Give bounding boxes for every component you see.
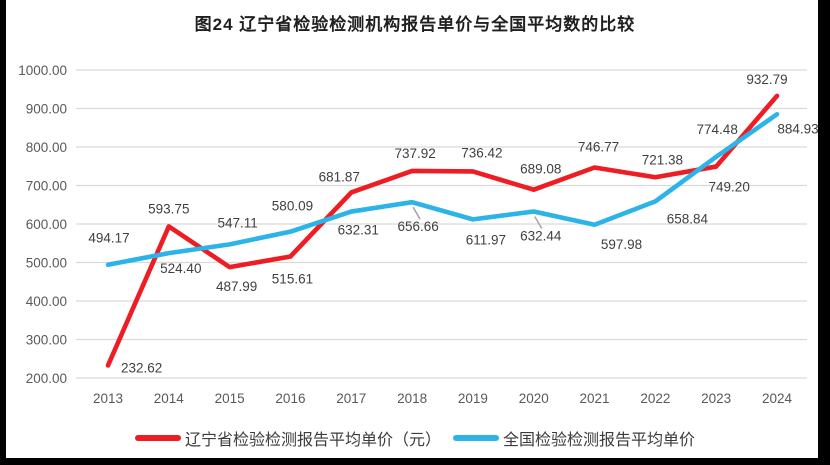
x-axis-tick-label: 2019 bbox=[458, 391, 488, 406]
data-label-series-0: 746.77 bbox=[578, 139, 619, 154]
legend-swatch-national bbox=[453, 435, 499, 441]
y-axis-tick-label: 200.00 bbox=[26, 371, 67, 386]
y-axis-tick-label: 400.00 bbox=[26, 294, 67, 309]
frame-border-left bbox=[0, 0, 6, 465]
data-label-series-0: 736.42 bbox=[461, 145, 502, 160]
data-label-leader-line bbox=[412, 206, 421, 220]
y-axis-tick-label: 500.00 bbox=[26, 256, 67, 271]
x-axis-tick-label: 2018 bbox=[397, 391, 427, 406]
series-line-1 bbox=[105, 112, 780, 268]
data-label-series-0: 232.62 bbox=[121, 360, 162, 375]
frame-border-bottom bbox=[0, 458, 830, 465]
x-axis-tick-label: 2021 bbox=[580, 391, 610, 406]
x-axis-tick-label: 2024 bbox=[762, 391, 793, 406]
chart-legend: 辽宁省检验检测报告平均单价（元） 全国检验检测报告平均单价 bbox=[0, 426, 830, 450]
data-label-series-1: 632.44 bbox=[520, 229, 562, 244]
y-axis-tick-label: 300.00 bbox=[26, 333, 67, 348]
y-axis-tick-label: 700.00 bbox=[26, 179, 67, 194]
y-axis-tick-label: 900.00 bbox=[26, 102, 67, 117]
data-label-series-1: 632.31 bbox=[338, 223, 379, 238]
x-axis-tick-label: 2015 bbox=[215, 391, 245, 406]
data-label-series-1: 611.97 bbox=[466, 232, 506, 247]
data-label-series-1: 494.17 bbox=[88, 231, 129, 246]
data-label-series-0: 515.61 bbox=[272, 271, 313, 286]
legend-item-liaoning: 辽宁省检验检测报告平均单价（元） bbox=[134, 426, 441, 450]
data-label-series-0: 689.08 bbox=[520, 162, 561, 177]
data-label-series-1: 656.66 bbox=[397, 219, 438, 234]
legend-label-liaoning: 辽宁省检验检测报告平均单价（元） bbox=[184, 432, 441, 449]
data-label-series-1: 597.98 bbox=[601, 237, 642, 252]
data-label-series-0: 932.79 bbox=[746, 72, 787, 87]
data-label-series-0: 487.99 bbox=[216, 279, 257, 294]
x-axis-tick-label: 2017 bbox=[336, 391, 366, 406]
chart-title: 图24 辽宁省检验检测机构报告单价与全国平均数的比较 bbox=[194, 15, 636, 34]
data-label-series-0: 681.87 bbox=[319, 169, 360, 184]
x-axis-tick-label: 2023 bbox=[701, 391, 731, 406]
legend-item-national: 全国检验检测报告平均单价 bbox=[453, 426, 695, 450]
data-label-series-1: 884.93 bbox=[777, 121, 818, 136]
y-axis-tick-label: 1000.00 bbox=[18, 63, 67, 78]
y-axis-tick-label: 800.00 bbox=[26, 140, 67, 155]
series-line-0 bbox=[105, 93, 780, 368]
x-axis-tick-label: 2014 bbox=[154, 391, 185, 406]
data-label-series-0: 737.92 bbox=[394, 146, 435, 161]
data-label-series-1: 547.11 bbox=[217, 215, 257, 230]
legend-swatch-liaoning bbox=[134, 435, 181, 441]
data-label-series-1: 658.84 bbox=[667, 211, 709, 226]
x-axis-tick-label: 2020 bbox=[519, 391, 549, 406]
legend-label-national: 全国检验检测报告平均单价 bbox=[503, 432, 696, 449]
x-axis-tick-label: 2013 bbox=[93, 391, 123, 406]
y-axis-tick-label: 600.00 bbox=[26, 217, 67, 232]
x-axis-tick-label: 2022 bbox=[640, 391, 670, 406]
x-axis-tick-label: 2016 bbox=[275, 391, 305, 406]
data-label-series-1: 524.40 bbox=[160, 261, 201, 276]
data-label-leader-line bbox=[534, 216, 543, 229]
data-label-series-1: 580.09 bbox=[272, 199, 313, 214]
data-label-series-0: 749.20 bbox=[709, 180, 750, 195]
data-label-series-1: 774.48 bbox=[697, 122, 738, 137]
frame-border-right bbox=[818, 0, 830, 465]
data-label-series-0: 593.75 bbox=[148, 201, 189, 216]
data-label-series-0: 721.38 bbox=[642, 152, 683, 167]
